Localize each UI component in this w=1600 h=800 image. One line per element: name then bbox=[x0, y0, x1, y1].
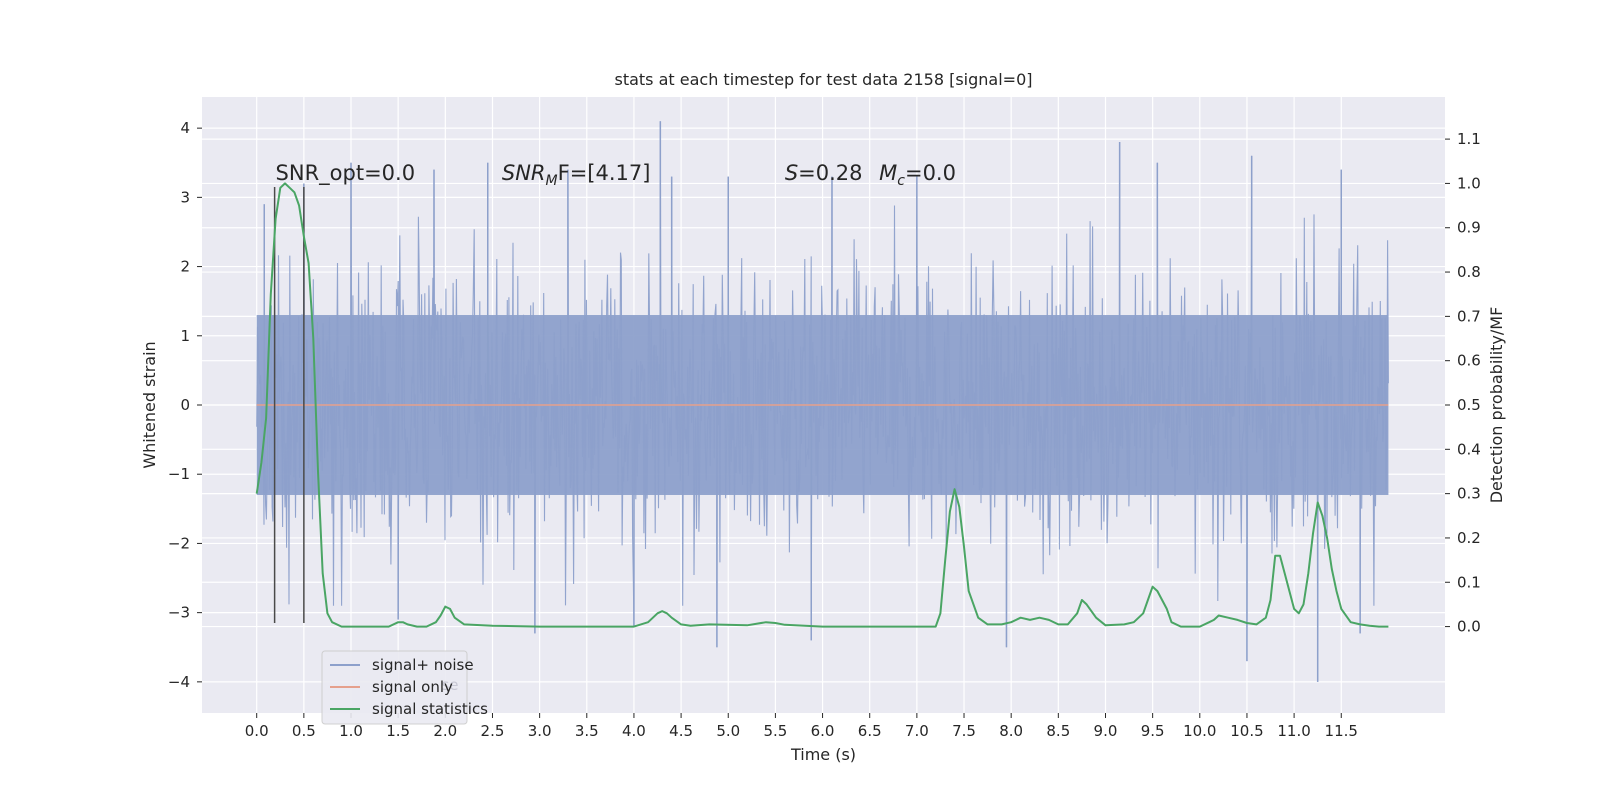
legend-label-signal-noise: signal+ noise bbox=[372, 656, 474, 674]
annotations: SNR_opt=0.0 SNRMF=[4.17] S=0.28 Mc=0.0 bbox=[276, 161, 956, 189]
y-tick-label: 4 bbox=[180, 119, 190, 137]
x-tick-label: 10.0 bbox=[1183, 722, 1216, 740]
y-right-tick-label: 0.4 bbox=[1457, 440, 1481, 458]
noise-trace bbox=[256, 121, 1389, 682]
y-tick-label: −2 bbox=[168, 534, 190, 552]
x-tick-label: 8.0 bbox=[999, 722, 1023, 740]
annotation-snr-mf: SNRMF=[4.17] bbox=[502, 161, 651, 189]
y-right-tick-label: 0.8 bbox=[1457, 263, 1481, 281]
x-tick-label: 7.0 bbox=[905, 722, 929, 740]
y-right-tick-label: 0.7 bbox=[1457, 307, 1481, 325]
annotation-mc-main: M bbox=[879, 161, 897, 185]
annotation-s: S=0.28 bbox=[785, 161, 863, 185]
chart-title: stats at each timestep for test data 215… bbox=[614, 70, 1032, 89]
x-tick-label: 1.5 bbox=[386, 722, 410, 740]
x-tick-label: 2.0 bbox=[433, 722, 457, 740]
x-tick-label: 4.5 bbox=[669, 722, 693, 740]
legend: se signal+ noise signal only signal stat… bbox=[321, 650, 488, 725]
annotation-snr-mf-sub: M bbox=[546, 173, 558, 189]
x-tick-label: 0.0 bbox=[245, 722, 269, 740]
x-tick-label: 2.5 bbox=[481, 722, 505, 740]
y-tick-label: −4 bbox=[168, 673, 190, 691]
annotation-mc: Mc=0.0 bbox=[879, 161, 956, 189]
y-right-tick-label: 1.1 bbox=[1457, 130, 1481, 148]
marker-lines bbox=[273, 186, 305, 624]
annotation-s-tail: =0.28 bbox=[798, 161, 862, 185]
y-right-tick-label: 0.2 bbox=[1457, 529, 1481, 547]
legend-label-signal-only: signal only bbox=[372, 678, 453, 696]
x-tick-label: 6.5 bbox=[858, 722, 882, 740]
annotation-s-main: S bbox=[785, 161, 798, 185]
x-axis-title: Time (s) bbox=[790, 745, 856, 764]
y-right-tick-label: 0.9 bbox=[1457, 219, 1481, 237]
x-tick-label: 3.5 bbox=[575, 722, 599, 740]
legend-ghost-text: se bbox=[441, 676, 458, 694]
signal-statistics-line bbox=[255, 182, 1389, 628]
annotation-snr-opt: SNR_opt=0.0 bbox=[276, 161, 416, 186]
y-right-tick-label: 0.6 bbox=[1457, 352, 1481, 370]
legend-label-signal-statistics: signal statistics bbox=[372, 700, 488, 718]
x-tick-label: 11.0 bbox=[1277, 722, 1310, 740]
x-tick-label: 7.5 bbox=[952, 722, 976, 740]
y-tick-label: 3 bbox=[180, 188, 190, 206]
y-tick-label: 2 bbox=[180, 258, 190, 276]
annotation-snr-mf-main: SNR bbox=[502, 161, 546, 185]
x-tick-label: 6.0 bbox=[811, 722, 835, 740]
y-right-tick-label: 0.3 bbox=[1457, 485, 1481, 503]
series-signal-statistics bbox=[255, 182, 1389, 628]
axes: 0.0 0.5 1.0 1.5 2.0 2.5 3.0 3.5 4.0 4.5 5.0 5.5 6.0 6… bbox=[168, 119, 1481, 740]
x-tick-label: 5.0 bbox=[716, 722, 740, 740]
x-tick-label: 0.5 bbox=[292, 722, 316, 740]
x-tick-label: 9.0 bbox=[1094, 722, 1118, 740]
y-right-tick-label: 0.1 bbox=[1457, 573, 1481, 591]
y-tick-label: 0 bbox=[180, 396, 190, 414]
legend-box bbox=[321, 650, 468, 725]
x-tick-label: 9.5 bbox=[1141, 722, 1165, 740]
x-tick-label: 5.5 bbox=[763, 722, 787, 740]
y-tick-label: −1 bbox=[168, 465, 190, 483]
annotation-mc-sub: c bbox=[897, 173, 905, 189]
y-right-tick-label: 1.0 bbox=[1457, 174, 1481, 192]
annotation-mc-tail: =0.0 bbox=[905, 161, 956, 185]
y-axis-title: Whitened strain bbox=[140, 341, 159, 468]
y-right-tick-label: 0.5 bbox=[1457, 396, 1481, 414]
y-right-axis-title: Detection probability/MF bbox=[1487, 307, 1506, 504]
x-tick-label: 10.5 bbox=[1230, 722, 1263, 740]
x-tick-label: 8.5 bbox=[1046, 722, 1070, 740]
y-right-tick-label: 0.0 bbox=[1457, 618, 1481, 636]
x-tick-label: 4.0 bbox=[622, 722, 646, 740]
x-tick-label: 3.0 bbox=[528, 722, 552, 740]
x-tick-label: 1.0 bbox=[339, 722, 363, 740]
x-tick-label: 11.5 bbox=[1325, 722, 1358, 740]
y-tick-label: −3 bbox=[168, 604, 190, 622]
y-tick-label: 1 bbox=[180, 327, 190, 345]
annotation-snr-mf-tail: F=[4.17] bbox=[558, 161, 651, 185]
